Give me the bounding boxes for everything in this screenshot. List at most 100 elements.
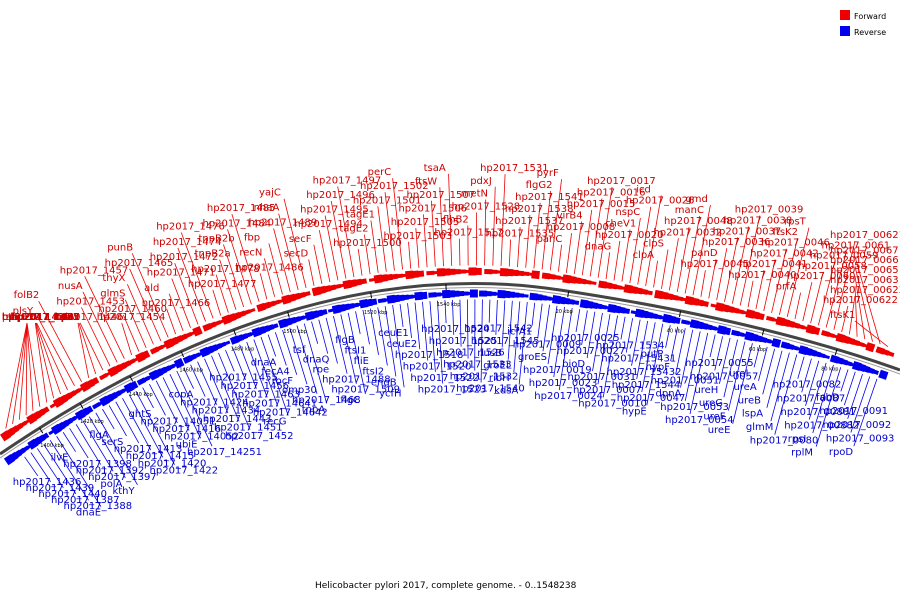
- forward-gene-label: flgG2: [526, 180, 553, 191]
- reverse-gene-label: hp2017_1387: [51, 495, 120, 506]
- forward-gene-label: hp2017_1435: [11, 312, 80, 323]
- reverse-gene-label: tnpA: [302, 405, 326, 416]
- reverse-gene-label: hp2017_1522: [410, 373, 479, 384]
- reverse-gene-label: hp2017_0087: [777, 393, 846, 404]
- forward-feature: [755, 312, 765, 321]
- connector-line: [778, 238, 798, 315]
- connector-line: [637, 206, 652, 285]
- forward-gene-label: hp2017_0045: [680, 259, 749, 270]
- connector-line: [384, 306, 397, 377]
- reverse-gene-label: groES: [518, 352, 547, 363]
- reverse-feature: [621, 307, 631, 314]
- feature-blocks: [0, 267, 895, 466]
- connector-line: [171, 278, 191, 328]
- connector-line: [168, 293, 184, 332]
- forward-feature: [192, 326, 203, 337]
- reverse-gene-label: hp2017_1520: [403, 361, 472, 372]
- reverse-feature: [821, 353, 830, 360]
- reverse-gene-label: copA: [169, 390, 194, 401]
- connector-line: [684, 331, 701, 401]
- reverse-feature: [83, 405, 94, 415]
- connector-line: [128, 394, 164, 458]
- connector-line: [709, 334, 716, 358]
- forward-gene-label: ftsK2: [773, 227, 798, 238]
- connector-line: [399, 304, 404, 327]
- forward-gene-label: hp2017_0041: [739, 259, 808, 270]
- connector-line: [135, 390, 175, 465]
- forward-gene-label: frpB: [53, 312, 74, 323]
- reverse-feature: [570, 299, 580, 306]
- connector-line: [801, 358, 812, 393]
- reverse-gene-label: rocF: [272, 376, 294, 387]
- reverse-gene-label: hp2017_1545: [471, 336, 540, 347]
- forward-gene-label: hp2017_0037: [713, 226, 782, 237]
- connector-line: [731, 226, 750, 304]
- forward-gene-label: hp2017_0058: [798, 261, 867, 272]
- connector-line: [429, 301, 436, 372]
- tick-label: 1400 kbp: [40, 443, 64, 449]
- connector-line: [423, 214, 428, 268]
- forward-gene-label: thyX: [102, 273, 125, 284]
- tick-label: 1500 kbp: [283, 329, 307, 335]
- connector-line: [347, 312, 366, 395]
- forward-gene-label: clpS: [643, 239, 664, 250]
- connector-line: [668, 238, 679, 291]
- connector-line: [278, 213, 299, 291]
- forward-gene-label: hp2017_1501: [353, 195, 422, 206]
- label-connectors: [5, 173, 889, 507]
- connector-line: [613, 240, 621, 281]
- connector-line: [805, 360, 820, 406]
- connector-line: [282, 329, 298, 375]
- connector-line: [325, 317, 338, 364]
- reverse-gene-label: hp2017_0055: [685, 358, 754, 369]
- forward-feature: [865, 342, 876, 353]
- reverse-feature: [269, 323, 279, 330]
- connector-line: [415, 228, 420, 268]
- reverse-gene-label: hp2017_15432: [607, 367, 682, 378]
- forward-gene-label: hp2017_1496: [306, 190, 375, 201]
- connector-line: [581, 310, 588, 346]
- reverse-feature: [221, 340, 231, 347]
- forward-feature: [40, 406, 50, 415]
- reverse-gene-label: hp2017_1526: [436, 348, 505, 359]
- forward-feature: [810, 326, 821, 336]
- reverse-gene-label: hp2017_0047: [617, 393, 686, 404]
- connector-line: [700, 270, 706, 297]
- forward-gene-label: hp2017_1494: [294, 219, 363, 230]
- reverse-feature: [469, 289, 478, 298]
- reverse-gene-label: hp2017_1397: [88, 472, 157, 483]
- connector-line: [755, 269, 765, 310]
- connector-line: [480, 299, 483, 383]
- reverse-gene-label: hp2017_14642: [253, 407, 328, 418]
- reverse-feature: [721, 326, 732, 336]
- connector-line: [370, 220, 379, 273]
- connector-line: [854, 266, 873, 342]
- reverse-gene-label: hp2017_0023: [529, 378, 598, 389]
- forward-gene-label: plsY: [13, 306, 34, 317]
- tick-mark: [287, 311, 290, 318]
- connector-line: [575, 309, 581, 333]
- tick-mark: [79, 403, 84, 409]
- tick-mark: [180, 351, 185, 358]
- reverse-gene-label: ureF: [703, 411, 725, 422]
- connector-line: [558, 307, 573, 391]
- connector-line: [124, 299, 147, 349]
- reverse-gene-label: ureH: [694, 385, 718, 396]
- forward-gene-label: hp2017_0015: [567, 199, 636, 210]
- reverse-gene-label: hp2017_1416: [152, 424, 221, 435]
- connector-line: [732, 343, 753, 424]
- forward-gene-label: hp2017_0042: [750, 248, 819, 259]
- connector-line: [56, 436, 102, 507]
- connector-line: [333, 316, 348, 374]
- legend-reverse-swatch: [840, 26, 850, 36]
- forward-gene-label: hp2017_0038: [724, 215, 793, 226]
- forward-feature: [700, 300, 709, 307]
- connector-line: [708, 259, 717, 299]
- reverse-gene-label: hp2017_14641: [242, 398, 317, 409]
- connector-line: [225, 349, 235, 372]
- forward-gene-label: nhaA: [254, 203, 280, 214]
- reverse-feature: [173, 358, 185, 369]
- connector-line: [131, 253, 169, 338]
- connector-line: [231, 214, 260, 302]
- connector-line: [142, 387, 154, 409]
